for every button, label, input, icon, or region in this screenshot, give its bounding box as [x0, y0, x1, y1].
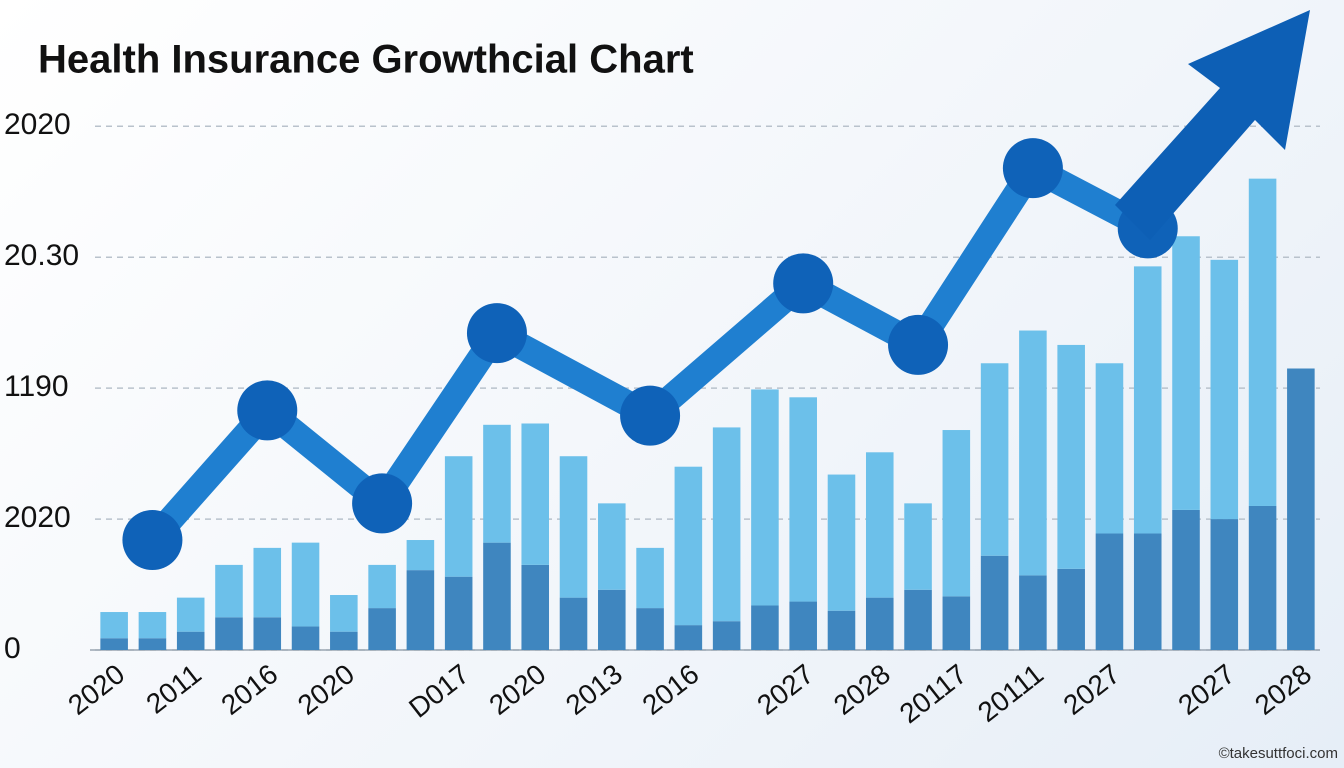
- bar-segment: [865, 452, 894, 598]
- x-tick-label: 20111: [972, 658, 1049, 728]
- line-marker: [466, 303, 527, 364]
- watermark: ©takesuttfoci.com: [1219, 745, 1338, 762]
- bar-segment: [827, 610, 856, 650]
- bar-segment: [368, 608, 396, 650]
- bar-segment: [636, 547, 664, 609]
- bar-segment: [789, 601, 817, 650]
- bar-segment: [1172, 236, 1200, 510]
- bar-segment: [138, 638, 167, 650]
- bar-segment: [789, 397, 817, 602]
- bar-segment: [827, 474, 856, 611]
- bar-segment: [444, 456, 473, 577]
- bar-segment: [712, 621, 741, 650]
- x-tick-label: 2027: [1172, 658, 1240, 721]
- x-tick-label: 2011: [140, 658, 207, 720]
- x-tick-label: D017: [403, 658, 475, 724]
- bar-segment: [444, 576, 473, 650]
- bar-segment: [904, 589, 932, 650]
- bar-segment: [980, 363, 1009, 556]
- x-tick-label: 2027: [751, 658, 819, 721]
- bar-segment: [330, 595, 358, 632]
- bar-segment: [215, 617, 243, 650]
- x-tick-label: 2028: [828, 658, 896, 721]
- line-marker: [352, 473, 413, 534]
- bar-segment: [483, 542, 511, 650]
- x-tick-label: 20117: [894, 658, 973, 729]
- x-tick-label: 2020: [62, 658, 130, 721]
- bar-segment: [253, 617, 282, 650]
- chart-title: Health Insurance Growthcial Chart: [38, 38, 694, 82]
- bar-segment: [1095, 363, 1124, 534]
- line-marker: [620, 385, 681, 446]
- bar-segment: [1133, 533, 1162, 650]
- bar-segment: [980, 555, 1009, 650]
- x-tick-label: 2020: [292, 658, 360, 721]
- bar-segment: [368, 564, 396, 609]
- bar-segment: [1095, 533, 1124, 650]
- bar-segment: [176, 597, 205, 632]
- bar-segment: [291, 626, 320, 650]
- bar-segment: [1019, 575, 1047, 650]
- x-tick-label: 2016: [215, 658, 283, 721]
- bar-segment: [674, 625, 703, 650]
- y-tick-label: 2020: [4, 501, 71, 534]
- bar-segment: [712, 427, 741, 622]
- bar-segment: [865, 597, 894, 650]
- line-marker: [122, 510, 183, 571]
- line-marker: [237, 380, 298, 441]
- x-tick-label: 2027: [1058, 658, 1126, 721]
- bar-segment: [636, 608, 664, 650]
- bar-segment: [1019, 330, 1047, 576]
- bar-segment: [406, 570, 435, 650]
- x-tick-label: 2020: [483, 658, 551, 721]
- y-tick-label: 2020: [4, 108, 71, 141]
- bar-segment: [406, 540, 435, 571]
- line-marker: [773, 253, 834, 314]
- x-tick-label: 2016: [636, 658, 704, 721]
- bar-segment: [291, 542, 320, 627]
- bar-segment: [100, 638, 128, 650]
- bar-segment: [904, 503, 932, 590]
- bar-segment: [483, 424, 511, 543]
- bar-segment: [559, 597, 588, 650]
- line-marker: [888, 314, 949, 375]
- bar-segment: [674, 466, 703, 626]
- bar-segment: [942, 430, 971, 597]
- bar-segment: [751, 389, 779, 606]
- line-marker: [1002, 138, 1063, 199]
- bar-segment: [1172, 509, 1200, 650]
- bar-segment: [1133, 266, 1162, 534]
- y-tick-label: 20.30: [4, 239, 79, 272]
- bar-segment: [598, 503, 626, 590]
- bar-segment: [1248, 505, 1277, 650]
- trend-arrow: [1115, 10, 1310, 240]
- bar-segment: [521, 564, 550, 650]
- bar-segment: [1287, 368, 1315, 650]
- bar-segment: [330, 631, 358, 650]
- bar-segment: [215, 564, 243, 618]
- bar-segment: [1210, 519, 1239, 650]
- bar-segment: [1210, 259, 1239, 520]
- bar-segment: [176, 631, 205, 650]
- bar-segment: [598, 589, 626, 650]
- bar-segment: [138, 612, 167, 639]
- bar-segment: [559, 456, 588, 598]
- y-tick-label: 0: [4, 632, 21, 665]
- bar-segment: [1057, 344, 1085, 569]
- bar-segment: [751, 605, 779, 650]
- bar-segment: [521, 423, 550, 565]
- x-tick-label: 2013: [560, 658, 628, 721]
- bar-segment: [1248, 178, 1277, 506]
- y-tick-label: 1190: [4, 370, 69, 403]
- bar-segment: [942, 596, 971, 650]
- bar-segment: [253, 547, 282, 618]
- x-tick-label: 2028: [1249, 658, 1317, 721]
- bar-segment: [1057, 568, 1085, 650]
- bar-segment: [100, 612, 128, 639]
